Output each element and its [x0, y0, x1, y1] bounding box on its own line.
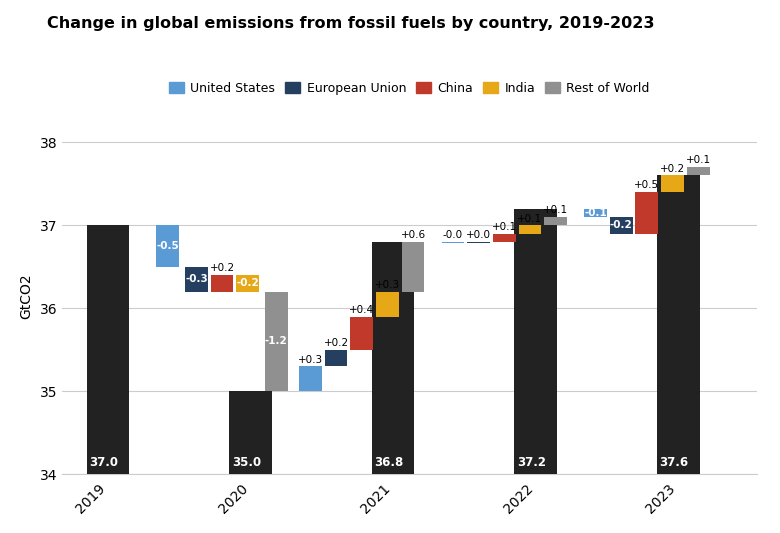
Bar [610, 217, 633, 233]
Text: -0.2: -0.2 [236, 278, 259, 288]
Text: +0.4: +0.4 [349, 305, 374, 315]
Text: +0.2: +0.2 [660, 164, 685, 174]
Bar [265, 292, 288, 391]
Text: Change in global emissions from fossil fuels by country, 2019-2023: Change in global emissions from fossil f… [47, 16, 654, 31]
Bar [402, 242, 424, 292]
Text: 36.8: 36.8 [374, 456, 404, 469]
Text: -0.0: -0.0 [443, 230, 463, 240]
Bar [350, 317, 373, 350]
Bar [467, 242, 490, 244]
Text: +0.2: +0.2 [324, 338, 349, 348]
Text: +0.6: +0.6 [400, 230, 426, 240]
Text: +0.3: +0.3 [375, 280, 400, 290]
Text: 37.0: 37.0 [90, 456, 119, 469]
Bar [661, 175, 684, 192]
Text: -0.5: -0.5 [157, 241, 179, 251]
Bar [211, 275, 233, 292]
Bar [493, 233, 516, 242]
Legend: United States, European Union, China, India, Rest of World: United States, European Union, China, In… [165, 77, 654, 100]
Text: +0.1: +0.1 [686, 156, 711, 165]
Text: +0.5: +0.5 [634, 180, 659, 190]
Bar [376, 292, 399, 317]
Text: -1.2: -1.2 [265, 336, 288, 346]
Bar [185, 266, 207, 292]
Bar [299, 366, 322, 391]
Text: 37.2: 37.2 [517, 456, 546, 469]
Text: -0.1: -0.1 [584, 208, 607, 218]
Text: -0.3: -0.3 [185, 274, 207, 284]
Bar [324, 350, 348, 366]
Bar [657, 175, 700, 474]
Text: -0.2: -0.2 [610, 220, 633, 230]
Text: 37.6: 37.6 [660, 456, 689, 469]
Text: +0.1: +0.1 [491, 222, 517, 232]
Text: +0.1: +0.1 [517, 214, 543, 223]
Bar [87, 225, 129, 474]
Text: +0.3: +0.3 [298, 355, 323, 365]
Text: +0.0: +0.0 [466, 230, 491, 240]
Text: +0.1: +0.1 [543, 205, 568, 215]
Bar [584, 208, 607, 217]
Bar [686, 167, 710, 175]
Bar [229, 391, 272, 474]
Bar [157, 225, 179, 266]
Bar [236, 275, 259, 292]
Bar [514, 208, 557, 474]
Bar [372, 242, 414, 474]
Bar [636, 192, 658, 233]
Bar [519, 225, 541, 233]
Text: 35.0: 35.0 [232, 456, 261, 469]
Bar [441, 242, 464, 244]
Y-axis label: GtCO2: GtCO2 [19, 273, 33, 319]
Text: +0.2: +0.2 [210, 263, 235, 273]
Bar [544, 217, 567, 225]
